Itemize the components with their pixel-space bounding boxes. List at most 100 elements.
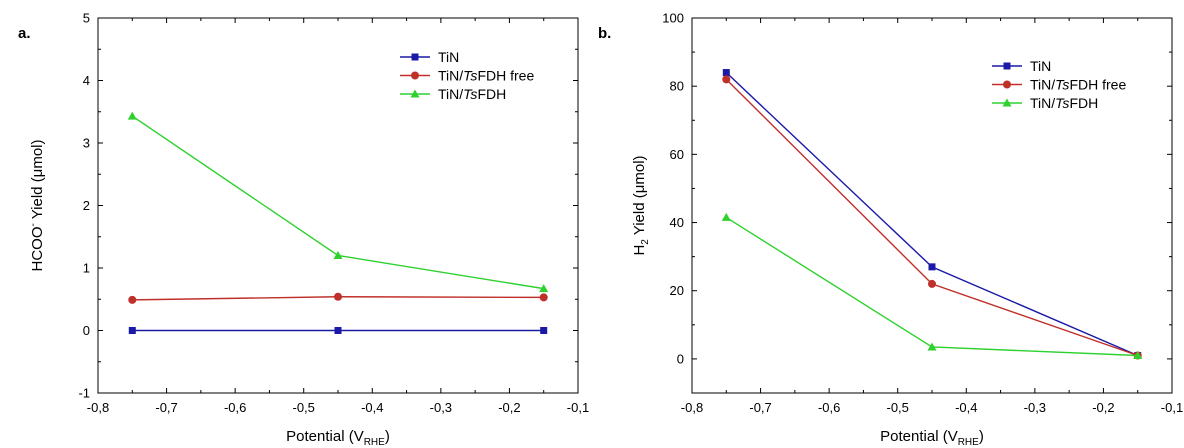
data-point [539, 284, 549, 293]
data-point [333, 251, 343, 259]
x-tick-label: -0,4 [955, 400, 977, 415]
data-point [334, 327, 342, 334]
legend-label-italic: Ts [1055, 77, 1069, 93]
chart-panel-a: a. -0,8 -0,7 -0,6 -0,5 -0,4 -0,3 -0,2 -0,1 -1 0 1 2 3… [18, 11, 589, 448]
panel-label: a. [18, 25, 31, 42]
legend-item: TiN/TsFDH [992, 95, 1098, 111]
data-point [928, 279, 936, 288]
y-tick-label: 20 [670, 283, 684, 298]
legend-item: TiN [400, 49, 459, 65]
x-tick-label: -0,4 [361, 400, 383, 415]
data-point [128, 327, 136, 334]
y-tick-label: 80 [670, 79, 684, 94]
legend-label-suffix: FDH [1069, 95, 1098, 111]
y-tick-label: 5 [83, 11, 90, 26]
x-tick-label: -0,1 [1161, 400, 1183, 415]
legend-label: TiN [438, 49, 459, 65]
x-tick-label: -0,5 [293, 400, 315, 415]
y-tick-label: 3 [83, 136, 90, 151]
x-tick-label: -0,2 [498, 400, 520, 415]
legend-label-suffix: FDH free [1069, 77, 1126, 93]
legend-swatch-marker [410, 89, 420, 98]
x-axis-label-end: ) [979, 428, 984, 445]
x-tick-label: -0,3 [1024, 400, 1046, 415]
x-tick-label: -0,6 [818, 400, 840, 415]
legend-label: TiN/TsFDH free [438, 68, 534, 84]
chart-panel-b: b. -0,8 -0,7 -0,6 -0,5 -0,4 -0,3 -0,2 -0,1 0 20 40 6… [598, 11, 1183, 448]
y-tick-label: 1 [83, 261, 90, 276]
legend-swatch-marker [411, 71, 419, 80]
series-0 [128, 327, 548, 334]
y-axis-label-end: Yield (μmol) [631, 155, 648, 239]
legend-label-prefix: TiN/ [1030, 77, 1055, 93]
series-line [725, 78, 1138, 357]
legend-item: TiN/TsFDH free [992, 77, 1126, 93]
legend-label-suffix: FDH free [477, 68, 534, 84]
legend-label: TiN [1030, 58, 1051, 74]
legend-label-suffix: FDH [477, 86, 506, 102]
legend-item: TiN/TsFDH [400, 86, 506, 102]
legend-swatch-marker [1003, 80, 1011, 89]
data-point [540, 327, 548, 334]
x-tick-label: -0,1 [567, 400, 589, 415]
x-tick-label: -0,8 [87, 400, 109, 415]
y-axis-label-sup: - [28, 223, 39, 226]
legend-label-italic: Ts [463, 68, 477, 84]
legend-label-italic: Ts [463, 86, 477, 102]
x-axis-label-sub: RHE [958, 437, 979, 448]
data-point [127, 111, 137, 120]
legend-label-prefix: TiN [438, 49, 459, 65]
y-axis-label-end: Yield (μmol) [29, 139, 46, 223]
data-point [722, 69, 730, 77]
data-point [722, 75, 731, 84]
x-tick-label: -0,2 [1092, 400, 1114, 415]
legend-label-prefix: TiN/ [438, 86, 463, 102]
x-tick-label: -0,8 [681, 400, 703, 415]
y-tick-label: 40 [670, 215, 684, 230]
x-tick-label: -0,5 [887, 400, 909, 415]
legend-item: TiN/TsFDH free [400, 68, 534, 84]
y-axis-label-sub: 2 [640, 239, 651, 245]
legend-label-prefix: TiN [1030, 58, 1051, 74]
data-point [721, 212, 731, 221]
series-2 [127, 111, 549, 293]
y-tick-label: 60 [670, 147, 684, 162]
x-tick-label: -0,7 [155, 400, 177, 415]
data-point [927, 342, 937, 351]
plot-frame [691, 17, 1173, 394]
x-axis-label-sub: RHE [364, 437, 385, 448]
data-point [1133, 351, 1143, 359]
data-point [334, 292, 342, 301]
data-point [928, 263, 936, 271]
y-axis-label: H2 Yield (μmol) [631, 155, 651, 255]
y-tick-label: 0 [83, 323, 90, 338]
x-tick-label: -0,7 [749, 400, 771, 415]
y-tick-label: -1 [78, 386, 90, 401]
series-line [131, 115, 544, 290]
legend-label-italic: Ts [1055, 95, 1069, 111]
y-axis-label-main: HCOO [29, 227, 46, 272]
legend-swatch-marker [1002, 98, 1012, 107]
legend-label: TiN/TsFDH free [1030, 77, 1126, 93]
y-tick-label: 0 [677, 351, 684, 366]
x-axis-label-main: Potential (V [286, 428, 364, 445]
series-line [725, 72, 1138, 357]
legend-item: TiN [992, 58, 1051, 74]
x-axis-label-end: ) [385, 428, 390, 445]
data-point [128, 295, 137, 304]
series-1 [722, 75, 1142, 360]
series-2 [721, 212, 1143, 359]
x-tick-label: -0,6 [224, 400, 246, 415]
x-axis-label: Potential (VRHE) [880, 428, 984, 448]
y-axis-label-main: H [631, 245, 648, 256]
y-tick-label: 2 [83, 198, 90, 213]
legend-label: TiN/TsFDH [1030, 95, 1098, 111]
x-axis-label-main: Potential (V [880, 428, 958, 445]
y-tick-label: 100 [662, 11, 684, 26]
legend-label-prefix: TiN/ [438, 68, 463, 84]
legend-swatch-marker [1003, 62, 1011, 70]
x-axis-label: Potential (VRHE) [286, 428, 390, 448]
